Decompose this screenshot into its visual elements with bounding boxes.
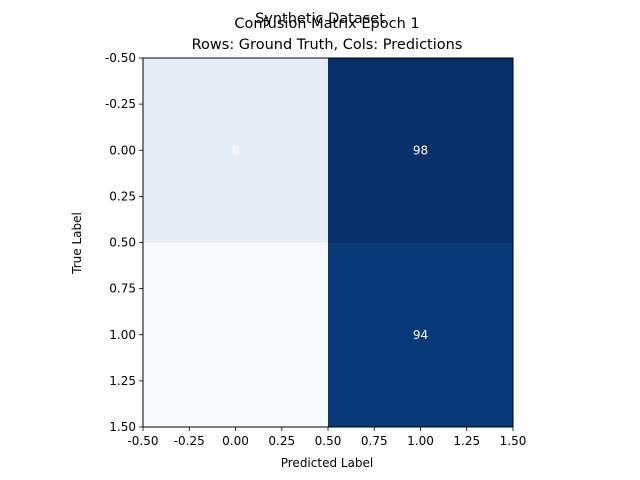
heatmap-cell-labels: 8 98 0 94: [232, 143, 428, 342]
cell-value-r1-c1: 94: [413, 328, 428, 342]
cell-value-r0-c1: 98: [413, 143, 428, 157]
y-tick-label: 1.00: [109, 328, 136, 342]
x-tick-label: 0.50: [315, 434, 342, 448]
chart-title-line1: Confusion Matrix Epoch 1: [234, 16, 419, 32]
y-tick-label: 0.00: [109, 143, 136, 157]
y-axis-label: True Label: [70, 212, 84, 275]
y-tick-label: 1.50: [109, 420, 136, 434]
x-tick-label: -0.25: [174, 434, 205, 448]
x-tick-label: 1.25: [453, 434, 480, 448]
y-tick-label: 0.25: [109, 189, 136, 203]
y-axis-ticks: -0.50 -0.25 0.00 0.25 0.50 0.75 1.00 1.25 1.50: [105, 51, 143, 434]
x-tick-label: 0.25: [268, 434, 295, 448]
chart-title-line2: Rows: Ground Truth, Cols: Predictions: [192, 37, 463, 53]
y-tick-label: -0.25: [105, 97, 136, 111]
x-tick-label: 1.00: [407, 434, 434, 448]
x-axis-ticks: -0.50 -0.25 0.00 0.25 0.50 0.75 1.00 1.25 1.50: [127, 427, 526, 448]
cell-value-r1-c0: 0: [232, 328, 240, 342]
heatmap-cells: [143, 58, 513, 427]
y-tick-label: 0.50: [109, 236, 136, 250]
x-tick-label: 1.50: [500, 434, 527, 448]
heatmap-cell-r1-c0: [143, 242, 328, 427]
y-tick-label: 1.25: [109, 374, 136, 388]
y-tick-label: 0.75: [109, 282, 136, 296]
chart-title-overlay: Synthetic Dataset: [255, 11, 385, 27]
y-tick-label: -0.50: [105, 51, 136, 65]
heatmap-cell-r1-c1: [328, 242, 513, 427]
x-tick-label: -0.50: [127, 434, 158, 448]
x-tick-label: 0.00: [222, 434, 249, 448]
x-axis-label: Predicted Label: [281, 456, 374, 470]
heatmap-cell-r0-c1: [328, 58, 513, 243]
cell-value-r0-c0: 8: [232, 143, 240, 157]
heatmap-cell-r0-c0: [143, 58, 328, 243]
x-tick-label: 0.75: [361, 434, 388, 448]
